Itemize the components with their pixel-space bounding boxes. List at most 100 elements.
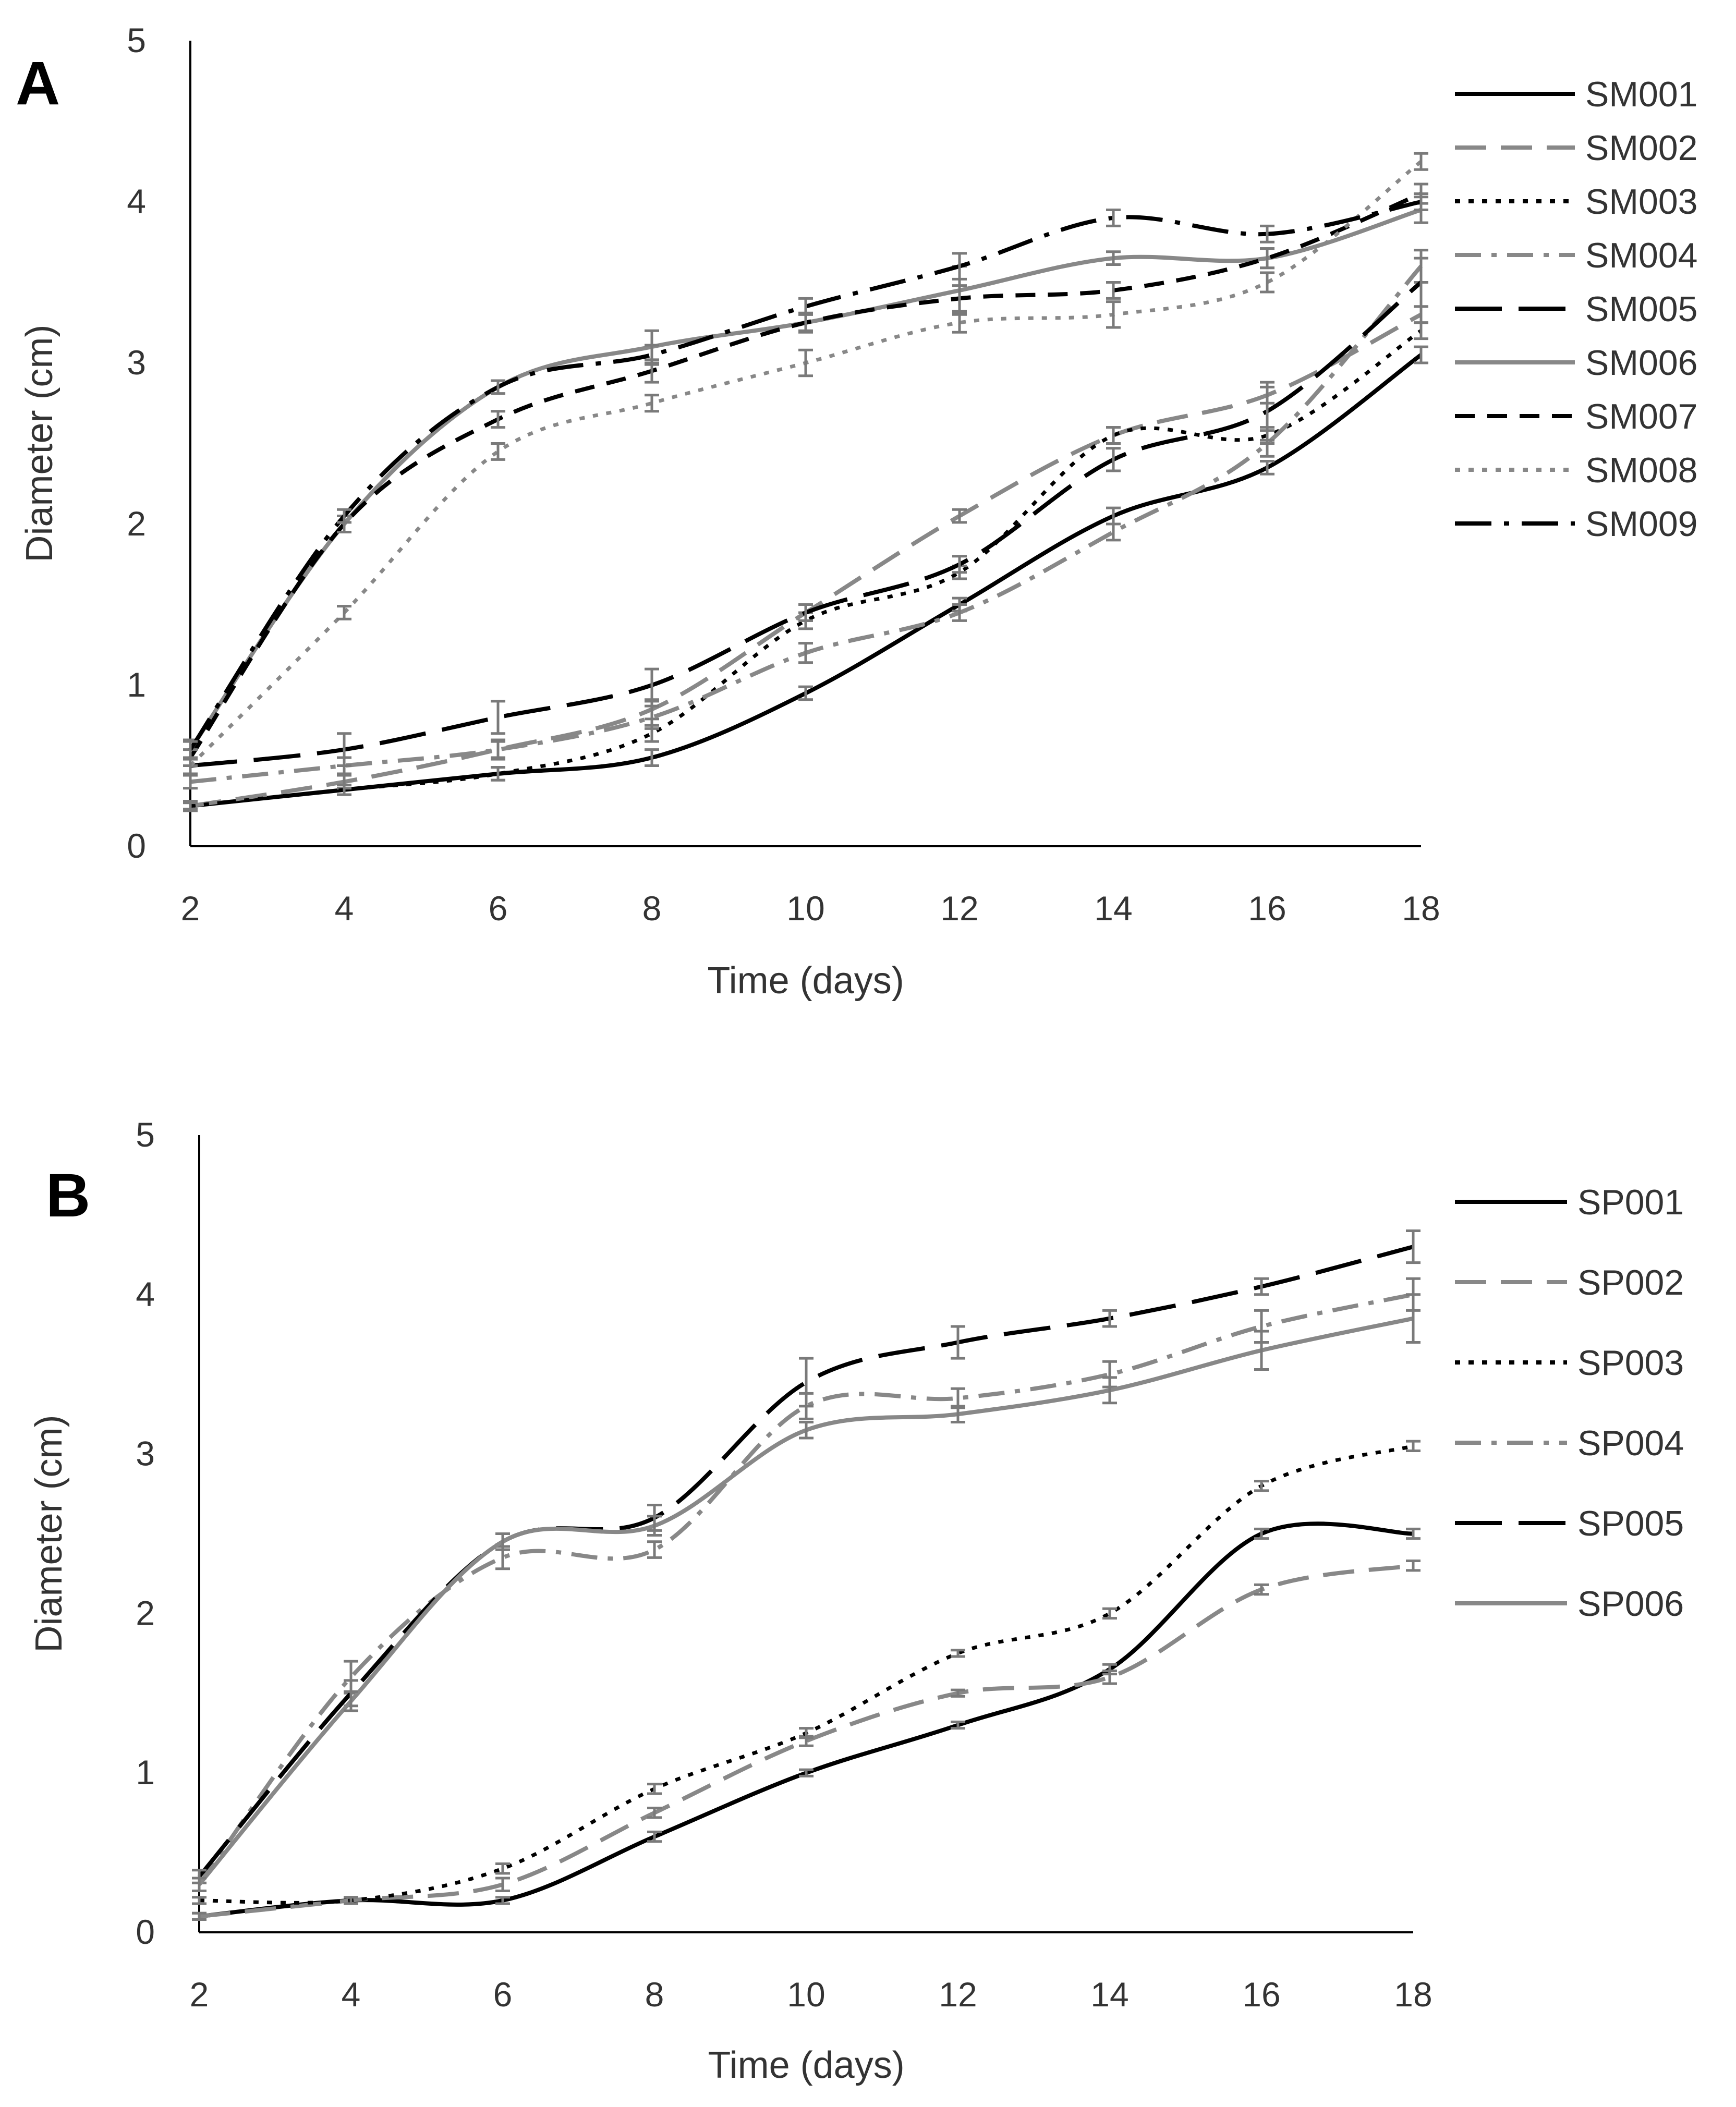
error-bar: [952, 311, 967, 334]
error-bar: [1414, 345, 1428, 364]
series-line: [190, 329, 1422, 808]
y-axis-title: Diameter (cm): [28, 1415, 70, 1652]
series-sp002: [192, 1559, 1421, 1921]
error-bar: [344, 1896, 358, 1905]
y-tick-label: 1: [136, 1753, 155, 1792]
legend-item: SM004: [1455, 236, 1697, 275]
x-tick-label: 12: [939, 1975, 977, 2014]
x-tick-label: 6: [493, 1975, 513, 2014]
error-bar: [1260, 247, 1274, 270]
legend-item: SP002: [1455, 1263, 1684, 1302]
legend-label: SP003: [1577, 1343, 1684, 1383]
error-bar: [1106, 447, 1121, 472]
y-tick-label: 5: [136, 1115, 155, 1154]
error-bar: [798, 642, 813, 664]
series-line: [188, 200, 1422, 751]
error-bar: [1260, 381, 1274, 442]
series-line: [197, 1245, 1414, 1878]
error-bar: [192, 1896, 207, 1905]
error-bar: [1414, 192, 1428, 211]
legend-item: SM008: [1455, 450, 1697, 490]
error-bar: [647, 1540, 662, 1559]
series-sm002: [183, 305, 1428, 812]
error-bar: [951, 1720, 965, 1730]
x-tick-label: 2: [190, 1975, 209, 2014]
legend-item: SP001: [1455, 1183, 1684, 1222]
error-bar: [1106, 426, 1121, 445]
x-tick-label: 10: [787, 1975, 825, 2014]
x-tick-label: 8: [645, 1975, 664, 2014]
error-bar: [491, 379, 505, 395]
error-bar: [337, 784, 351, 796]
error-bar: [1414, 321, 1428, 340]
legend-item: SP003: [1455, 1343, 1684, 1383]
series-line: [188, 191, 1422, 759]
error-bar: [645, 704, 659, 730]
y-tick-label: 1: [127, 665, 146, 704]
legend-label: SM004: [1585, 236, 1697, 275]
error-bar: [645, 344, 659, 366]
error-bar: [1106, 522, 1121, 542]
error-bar: [1254, 1330, 1269, 1371]
series-line: [190, 264, 1423, 784]
series-sp001: [192, 1521, 1421, 1921]
y-tick-label: 5: [127, 21, 146, 59]
y-tick-label: 4: [127, 182, 146, 221]
series-line: [190, 353, 1423, 808]
x-tick-label: 10: [786, 889, 824, 928]
error-bar: [1260, 224, 1274, 243]
error-bar: [1414, 305, 1428, 324]
error-bar: [1260, 271, 1274, 294]
x-tick-label: 2: [181, 889, 200, 928]
series-line: [199, 1521, 1414, 1919]
error-bar: [491, 766, 505, 782]
error-bar: [183, 801, 198, 811]
legend-item: SM003: [1455, 182, 1697, 222]
legend-label: SM001: [1585, 75, 1697, 114]
y-tick-label: 0: [127, 826, 146, 865]
legend-item: SM001: [1455, 75, 1697, 114]
error-bar: [192, 1911, 207, 1921]
error-bar: [491, 410, 505, 429]
error-bar: [192, 1877, 207, 1892]
x-tick-label: 14: [1090, 1975, 1128, 2014]
error-bar: [1254, 1527, 1269, 1540]
x-tick-label: 4: [335, 889, 354, 928]
error-bar: [799, 1357, 814, 1408]
error-bar: [1254, 1583, 1269, 1596]
error-bar: [495, 1877, 510, 1892]
error-bar: [1106, 250, 1121, 266]
series-sm009: [183, 192, 1428, 759]
x-tick-label: 16: [1248, 889, 1286, 928]
error-bar: [1406, 1559, 1421, 1572]
error-bar: [1106, 281, 1121, 300]
error-bar: [952, 284, 967, 313]
series-sp003: [192, 1440, 1421, 1905]
legend-label: SM005: [1585, 289, 1697, 329]
y-axis-title: Diameter (cm): [19, 324, 60, 562]
error-bar: [1260, 459, 1274, 476]
error-bar: [337, 732, 351, 767]
legend-item: SM006: [1455, 343, 1697, 383]
error-bar: [798, 603, 813, 622]
series-line: [189, 160, 1423, 767]
error-bar: [1254, 1480, 1269, 1492]
legend-label: SM006: [1585, 343, 1697, 383]
error-bar: [951, 1325, 965, 1360]
legend-item: SP006: [1455, 1584, 1684, 1624]
panel-letter: A: [16, 49, 60, 118]
x-tick-label: 6: [489, 889, 508, 928]
y-tick-label: 2: [127, 504, 146, 543]
error-bar: [1102, 1607, 1117, 1620]
panel-letter: B: [46, 1161, 90, 1230]
y-tick-label: 3: [136, 1434, 155, 1473]
error-bar: [798, 297, 813, 316]
series-sm001: [183, 345, 1428, 811]
x-axis-title: Time (days): [707, 960, 904, 1002]
error-bar: [491, 700, 505, 735]
error-bar: [647, 1515, 662, 1537]
error-bar: [1102, 1669, 1117, 1685]
